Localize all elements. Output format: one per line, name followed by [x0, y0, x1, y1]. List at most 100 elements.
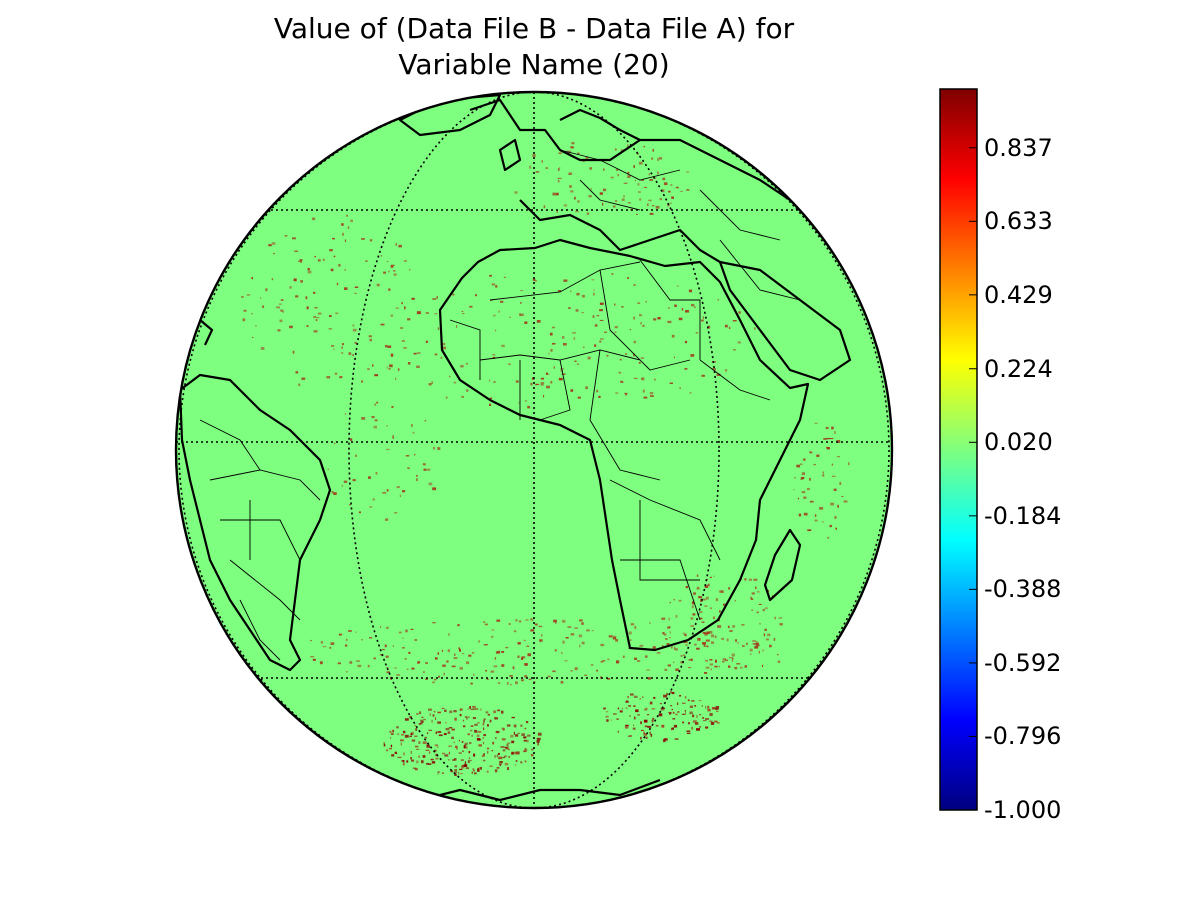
country-borders: [199, 149, 801, 661]
anomaly-mark: [833, 488, 837, 491]
anomaly-mark: [425, 340, 428, 343]
anomaly-mark: [491, 629, 495, 631]
anomaly-mark: [300, 280, 303, 283]
anomaly-mark: [386, 425, 388, 427]
anomaly-mark: [466, 718, 468, 720]
anomaly-mark: [769, 644, 772, 648]
anomaly-mark: [767, 590, 770, 592]
anomaly-mark: [582, 294, 585, 298]
anomaly-mark: [615, 169, 619, 171]
anomaly-mark: [594, 344, 597, 347]
anomaly-mark: [483, 644, 488, 646]
anomaly-mark: [762, 608, 765, 612]
anomaly-mark: [344, 287, 348, 290]
anomaly-mark: [703, 644, 706, 647]
anomaly-mark: [406, 760, 409, 763]
anomaly-mark: [619, 710, 623, 713]
anomaly-mark: [611, 273, 614, 275]
anomaly-mark: [260, 347, 265, 350]
anomaly-mark: [482, 741, 485, 745]
anomaly-mark: [713, 575, 715, 577]
anomaly-mark: [501, 710, 504, 714]
anomaly-mark: [637, 302, 641, 304]
anomaly-mark: [834, 516, 837, 519]
anomaly-mark: [311, 217, 316, 221]
anomaly-mark: [333, 492, 337, 495]
anomaly-mark: [507, 746, 509, 748]
anomaly-mark: [468, 751, 471, 754]
anomaly-mark: [668, 711, 672, 713]
anomaly-mark: [404, 734, 409, 738]
chart-title-line-2: Variable Name (20): [398, 48, 670, 81]
anomaly-mark: [361, 238, 365, 240]
anomaly-mark: [417, 352, 421, 354]
anomaly-mark: [504, 755, 507, 758]
anomaly-mark: [558, 167, 561, 169]
anomaly-mark: [391, 406, 394, 408]
anomaly-mark: [618, 371, 622, 374]
anomaly-mark: [614, 148, 617, 151]
anomaly-mark: [643, 186, 647, 188]
anomaly-mark: [656, 652, 661, 654]
anomaly-mark: [536, 320, 541, 323]
coastline-scandinavia: [559, 108, 641, 141]
anomaly-mark: [826, 446, 829, 449]
anomaly-mark: [735, 639, 737, 642]
anomaly-mark: [416, 311, 421, 315]
anomaly-mark: [437, 711, 441, 714]
anomaly-mark: [507, 742, 511, 744]
anomaly-mark: [525, 721, 529, 724]
anomaly-mark: [485, 669, 488, 672]
anomaly-mark: [689, 705, 693, 708]
anomaly-mark: [435, 757, 439, 760]
anomaly-mark: [501, 651, 505, 653]
anomaly-mark: [593, 292, 595, 296]
anomaly-mark: [416, 478, 418, 482]
anomaly-mark: [715, 598, 719, 602]
anomaly-mark: [465, 746, 468, 749]
anomaly-mark: [709, 663, 713, 666]
chart-title-line-1: Value of (Data File B - Data File A) for: [273, 12, 795, 45]
anomaly-mark: [461, 765, 465, 769]
anomaly-mark: [443, 672, 445, 676]
anomaly-mark: [356, 660, 360, 662]
colorbar-fill: [940, 89, 977, 810]
anomaly-mark: [348, 630, 352, 632]
anomaly-mark: [532, 154, 536, 157]
anomaly-mark: [663, 694, 667, 698]
anomaly-mark: [651, 157, 654, 160]
anomaly-mark: [467, 759, 472, 762]
anomaly-mark: [396, 486, 400, 489]
anomaly-mark: [684, 633, 687, 637]
anomaly-mark: [543, 395, 545, 398]
anomaly-mark: [560, 680, 564, 684]
graticule: [176, 92, 892, 808]
anomaly-mark: [425, 749, 430, 751]
anomaly-mark: [740, 666, 743, 669]
anomaly-mark: [719, 610, 721, 613]
anomaly-mark: [484, 623, 488, 626]
anomaly-mark: [473, 673, 475, 676]
anomaly-mark: [675, 615, 678, 618]
anomaly-mark: [346, 671, 348, 673]
anomaly-mark: [643, 708, 647, 711]
anomaly-mark: [470, 729, 473, 732]
anomaly-mark: [523, 639, 526, 641]
anomaly-mark: [705, 666, 710, 669]
anomaly-mark: [540, 634, 543, 637]
anomaly-mark: [397, 756, 402, 759]
anomaly-mark: [814, 514, 817, 517]
anomaly-mark: [639, 644, 644, 647]
anomaly-mark: [694, 306, 696, 309]
anomaly-mark: [665, 638, 668, 640]
anomaly-mark: [690, 354, 695, 357]
anomaly-mark: [462, 653, 465, 655]
anomaly-mark: [492, 741, 495, 745]
anomaly-mark: [572, 332, 576, 334]
anomaly-mark: [529, 165, 531, 169]
anomaly-mark: [825, 426, 829, 430]
anomaly-mark: [577, 396, 581, 399]
anomaly-mark: [702, 642, 706, 645]
anomaly-mark: [689, 392, 692, 394]
anomaly-mark: [600, 338, 604, 340]
